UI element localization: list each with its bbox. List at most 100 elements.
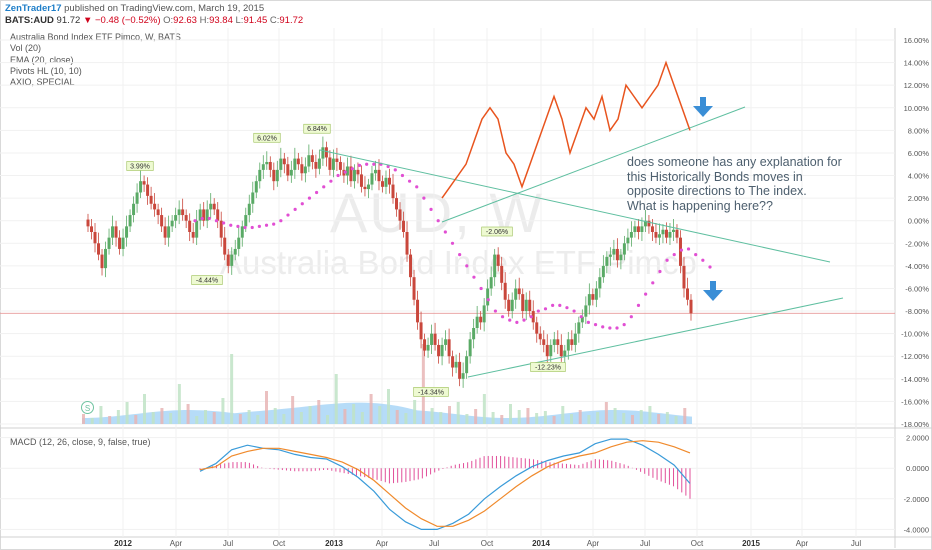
volume-bar bbox=[543, 411, 547, 424]
candle-body bbox=[268, 161, 272, 170]
candle-body bbox=[598, 277, 602, 289]
x-tick-label: 2013 bbox=[325, 539, 343, 548]
candle-body bbox=[461, 373, 465, 379]
ema-point bbox=[543, 307, 548, 311]
candle-body bbox=[279, 158, 283, 170]
candle-body bbox=[307, 155, 311, 167]
close-value: 91.72 bbox=[279, 15, 304, 26]
candle-body bbox=[524, 299, 528, 312]
candle-body bbox=[510, 299, 514, 312]
pivot-text: -2.06% bbox=[486, 229, 508, 236]
legend-pivots[interactable]: Pivots HL (10, 10) bbox=[10, 65, 82, 76]
ema-point bbox=[694, 252, 698, 257]
y-tick-label: 2.00% bbox=[908, 194, 930, 203]
arrow-head bbox=[703, 290, 723, 301]
ema-point bbox=[608, 326, 612, 330]
candle-body bbox=[640, 226, 644, 232]
candle-body bbox=[303, 166, 307, 174]
volume-bar bbox=[125, 402, 129, 424]
candle-body bbox=[563, 350, 567, 357]
volume-bar bbox=[334, 374, 338, 424]
candle-body bbox=[335, 158, 339, 162]
volume-bar bbox=[465, 414, 469, 424]
candle-body bbox=[622, 243, 626, 255]
candle-body bbox=[409, 254, 413, 278]
candle-body bbox=[615, 248, 619, 261]
low-label: L: bbox=[235, 15, 244, 26]
candle-body bbox=[233, 248, 237, 255]
candle-body bbox=[500, 265, 504, 283]
candle-body bbox=[289, 169, 293, 176]
ema-point bbox=[200, 216, 204, 221]
candle-body bbox=[90, 226, 94, 232]
macd-legend[interactable]: MACD (12, 26, close, 9, false, true) bbox=[10, 437, 151, 447]
volume-bar bbox=[247, 410, 251, 424]
pivot-text: 6.02% bbox=[257, 135, 277, 142]
ema-point bbox=[536, 309, 540, 313]
ema-point bbox=[229, 223, 233, 227]
candle-body bbox=[542, 339, 546, 345]
candle-body bbox=[447, 339, 451, 357]
legend-ema[interactable]: EMA (20, close) bbox=[10, 54, 74, 65]
volume-bar bbox=[378, 406, 382, 424]
candle-body bbox=[608, 254, 612, 257]
candle-body bbox=[566, 339, 570, 351]
candle-body bbox=[97, 243, 101, 255]
candle-body bbox=[240, 226, 244, 238]
ema-point bbox=[407, 179, 412, 183]
y-tick-label: 10.00% bbox=[904, 104, 930, 113]
ema-point bbox=[558, 303, 562, 308]
candle-body bbox=[135, 192, 139, 204]
candle-body bbox=[388, 177, 391, 185]
volume-bar bbox=[169, 413, 173, 424]
legend-axio[interactable]: AXIO, SPECIAL bbox=[10, 77, 75, 88]
y-tick-label: 14.00% bbox=[904, 59, 930, 68]
volume-bar bbox=[631, 415, 634, 424]
volume-bar bbox=[352, 404, 356, 424]
annotation-line-1: does someone has any explanation for bbox=[627, 155, 842, 169]
candle-body bbox=[107, 237, 111, 249]
candle-body bbox=[398, 209, 402, 221]
volume-bar bbox=[204, 410, 207, 424]
split-marker-icon[interactable]: S bbox=[81, 401, 94, 414]
ema-point bbox=[636, 303, 641, 308]
ema-point bbox=[365, 162, 369, 166]
annotation-text[interactable]: does someone has any explanation for thi… bbox=[627, 155, 897, 213]
x-tick-label: Jul bbox=[640, 539, 650, 548]
candle-body bbox=[444, 339, 448, 345]
candle-body bbox=[675, 229, 679, 238]
macd-tick-label: 2.0000 bbox=[906, 434, 929, 443]
candle-body bbox=[496, 254, 500, 266]
pivot-label: -4.44% bbox=[191, 275, 223, 285]
legend-volume[interactable]: Vol (20) bbox=[10, 43, 42, 54]
candle-body bbox=[395, 198, 399, 210]
ema-point bbox=[458, 252, 462, 257]
candle-body bbox=[317, 158, 321, 169]
volume-bar bbox=[308, 406, 312, 424]
volume-bar bbox=[674, 416, 678, 424]
ema-point bbox=[686, 247, 691, 251]
candle-body bbox=[184, 215, 188, 221]
candle-body bbox=[458, 361, 462, 379]
volume-bar bbox=[317, 400, 321, 424]
arrow-shaft bbox=[700, 97, 706, 109]
candle-body bbox=[314, 161, 318, 169]
candle-body bbox=[402, 220, 406, 232]
candle-body bbox=[93, 232, 97, 244]
candle-body bbox=[384, 177, 388, 187]
candle-body bbox=[664, 229, 668, 238]
symbol-label[interactable]: BATS:AUD bbox=[5, 15, 54, 26]
x-tick-label: Apr bbox=[587, 539, 600, 548]
candle-body bbox=[531, 311, 535, 323]
volume-bar bbox=[212, 412, 216, 424]
candle-body bbox=[451, 356, 455, 368]
volume-bar bbox=[552, 416, 556, 424]
x-tick-label: 2014 bbox=[532, 539, 550, 548]
lower-trendline bbox=[467, 297, 844, 378]
pivot-text: -14.34% bbox=[418, 389, 444, 396]
x-tick-label: Jul bbox=[223, 539, 233, 548]
volume-bar bbox=[291, 396, 295, 424]
author-link[interactable]: ZenTrader17 bbox=[5, 3, 62, 14]
volume-bar bbox=[482, 394, 486, 424]
